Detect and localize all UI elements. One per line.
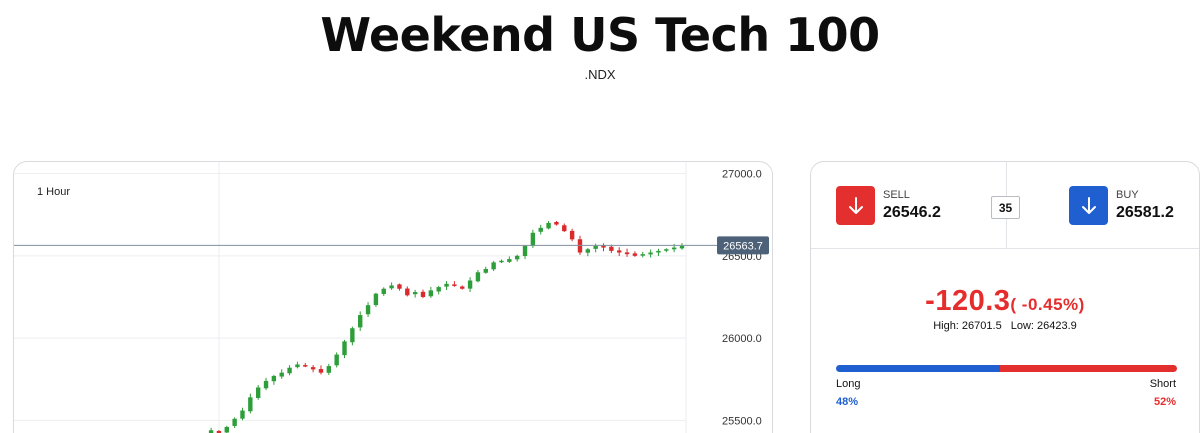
candle-body <box>546 222 551 229</box>
candle-body <box>648 252 653 255</box>
candle-body <box>444 283 449 287</box>
candle-body <box>632 253 638 256</box>
candle-body <box>530 232 536 247</box>
candle-body <box>577 239 583 253</box>
candle-body <box>522 245 528 257</box>
trade-panel: SELL 26546.2 35 BUY 26581.2 -120.3( -0.4… <box>810 161 1200 433</box>
candle-body <box>295 364 300 368</box>
candle-body <box>585 249 591 253</box>
buy-arrow-box <box>1069 186 1108 225</box>
candle-body <box>318 369 324 373</box>
candle-body <box>656 250 661 253</box>
candle-body <box>389 285 394 289</box>
short-percent: 52% <box>1153 396 1176 408</box>
long-percent: 48% <box>836 396 859 408</box>
candle-body <box>562 225 567 232</box>
candle-body <box>412 292 418 295</box>
candle-body <box>224 426 229 433</box>
candle-body <box>601 245 606 248</box>
sell-arrow-box <box>836 186 875 225</box>
current-price-tag <box>717 236 769 255</box>
candle-body <box>255 387 261 398</box>
candle-body <box>342 341 347 356</box>
candle-body <box>279 372 284 377</box>
candle-body <box>365 305 371 315</box>
candle-body <box>593 245 598 249</box>
candle-body <box>679 245 685 249</box>
buy-price: 26581.2 <box>1116 204 1174 221</box>
candle-body <box>514 255 520 260</box>
sell-price: 26546.2 <box>883 204 941 221</box>
candle-body <box>491 262 496 270</box>
candle-body <box>554 222 559 225</box>
candle-body <box>397 284 402 289</box>
candle-body <box>263 380 269 389</box>
divider <box>1006 162 1007 196</box>
page-title: Weekend US Tech 100 <box>320 8 880 62</box>
candle-body <box>350 328 355 343</box>
candle-body <box>460 286 465 289</box>
candle-body <box>310 367 316 370</box>
change-value: -120.3 <box>925 285 1011 317</box>
candle-body <box>617 250 622 253</box>
candle-body <box>452 284 457 286</box>
candle-body <box>287 367 292 374</box>
short-bar-fill <box>999 365 1177 372</box>
candlestick-chart[interactable]: 1 Hour25500.026000.026500.027000.026563.… <box>14 162 773 433</box>
candle-body <box>381 288 386 294</box>
change-percent: ( -0.45%) <box>1010 295 1085 314</box>
y-tick-label: 27000.0 <box>722 169 762 181</box>
arrow-down-icon <box>848 196 863 214</box>
candle-body <box>664 249 669 251</box>
candle-body <box>208 430 214 433</box>
low-value: Low: 26423.9 <box>1010 320 1077 332</box>
candle-body <box>507 259 512 262</box>
candle-body <box>420 291 426 297</box>
candle-body <box>326 366 332 373</box>
trade-buttons-row: SELL 26546.2 35 BUY 26581.2 <box>811 162 1199 249</box>
candle-body <box>538 227 543 232</box>
buy-label: BUY <box>1116 189 1139 201</box>
candle-body <box>499 260 504 263</box>
candle-body <box>405 288 410 296</box>
short-label: Short <box>1149 378 1176 390</box>
long-bar-fill <box>836 365 1000 372</box>
candle-body <box>373 293 379 306</box>
instrument-symbol: .NDX <box>584 67 616 82</box>
current-price-label: 26563.7 <box>723 240 763 252</box>
long-label: Long <box>836 378 861 390</box>
y-tick-label: 25500.0 <box>722 415 762 427</box>
candle-body <box>467 280 473 289</box>
candle-body <box>569 230 575 240</box>
candle-body <box>303 365 308 367</box>
price-change: -120.3( -0.45%) <box>811 285 1199 318</box>
arrow-down-icon <box>1081 196 1096 214</box>
high-value: High: 26701.5 <box>933 320 1002 332</box>
candle-body <box>216 431 222 433</box>
candle-body <box>436 287 441 292</box>
interval-label: 1 Hour <box>37 186 70 198</box>
divider <box>1006 219 1007 249</box>
sell-label: SELL <box>883 189 910 201</box>
candle-body <box>271 375 277 382</box>
sentiment-bar <box>836 365 1177 372</box>
candle-body <box>609 246 614 251</box>
candle-body <box>483 268 488 273</box>
high-low: High: 26701.5 Low: 26423.9 <box>811 320 1199 332</box>
candle-body <box>248 397 253 412</box>
candle-body <box>475 272 481 282</box>
candle-body <box>358 315 363 328</box>
candle-body <box>640 254 645 256</box>
y-tick-label: 26000.0 <box>722 333 762 345</box>
candle-body <box>428 290 434 297</box>
candle-body <box>624 252 630 255</box>
buy-button[interactable]: BUY 26581.2 <box>1069 186 1174 225</box>
candle-body <box>240 410 245 419</box>
price-chart[interactable]: 1 Hour 25500.0 26000.0 26500.0 27000.0 26563.… <box>13 161 773 433</box>
spread-badge: 35 <box>991 196 1020 219</box>
candle-body <box>671 247 677 250</box>
sell-button[interactable]: SELL 26546.2 <box>836 186 941 225</box>
candle-body <box>232 418 237 426</box>
candle-body <box>334 354 339 366</box>
